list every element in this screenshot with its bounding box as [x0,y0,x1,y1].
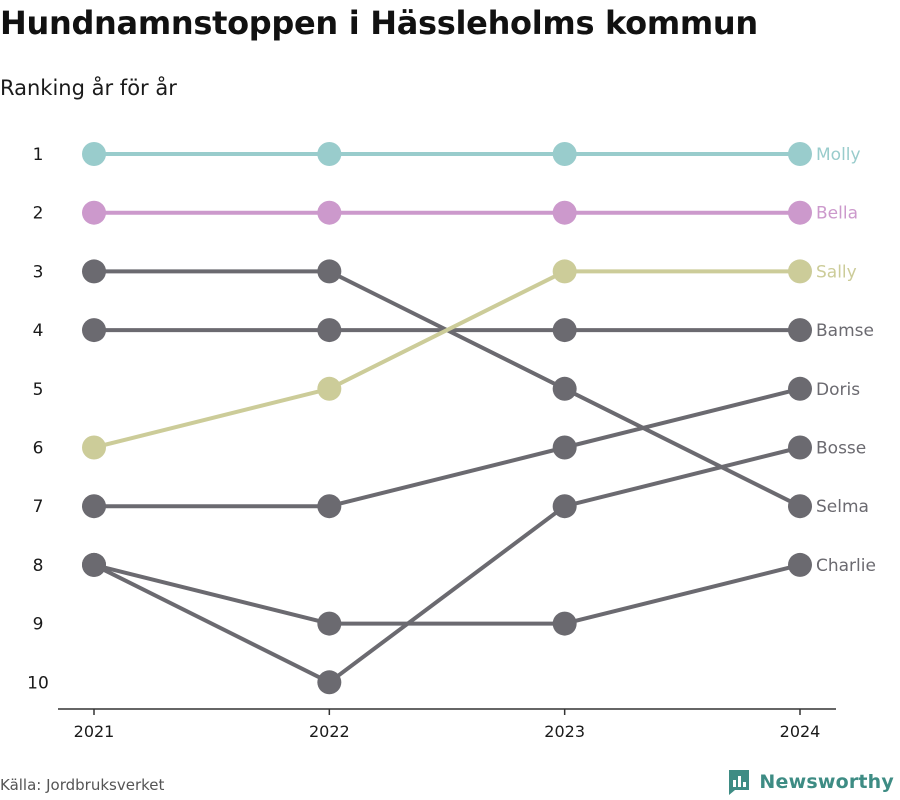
source-note: Källa: Jordbruksverket [0,776,165,794]
point-bella-2022 [317,200,342,225]
series-label-bella: Bella [816,204,858,224]
x-axis: 2021 2022 2023 2024 [58,708,836,741]
point-selma-2024 [788,494,812,519]
point-charlie-2023 [552,611,577,636]
point-doris-2021 [82,494,106,519]
y-tick-label: 7 [33,497,44,517]
y-tick-labels: 1 2 3 4 5 6 7 8 9 10 [27,145,49,693]
point-sally-2024 [788,259,812,284]
point-selma-2023 [552,376,577,401]
point-sally-2023 [552,259,577,284]
point-bamse-2022 [317,318,342,343]
y-tick-label: 3 [33,262,44,282]
point-bella-2023 [552,200,577,225]
series-label-bamse: Bamse [816,321,874,341]
point-bosse-2022 [317,670,342,695]
brand-name: Newsworthy [759,771,894,793]
series-label-sally: Sally [816,262,857,282]
point-doris-2024 [788,376,812,401]
point-bamse-2024 [788,318,812,343]
point-bella-2024 [788,200,812,225]
point-charlie-2022 [317,611,342,636]
point-bamse-2021 [82,318,106,343]
chart-title: Hundnamnstoppen i Hässleholms kommun [0,4,758,42]
series-line-doris [92,386,802,509]
point-charlie-2024 [788,552,812,577]
point-charlie-2021 [82,552,106,577]
point-sally-2021 [82,435,106,460]
x-tick-label: 2022 [309,722,350,741]
x-tick-label: 2021 [74,722,115,741]
newsworthy-icon [729,770,750,795]
point-doris-2022 [317,494,342,519]
point-molly-2023 [552,142,577,166]
chart-subtitle: Ranking år för år [0,76,177,100]
y-tick-label: 10 [27,673,49,693]
series-label-doris: Doris [816,380,860,400]
y-tick-label: 9 [33,615,44,635]
point-bella-2021 [82,200,106,225]
point-doris-2023 [552,435,577,460]
series-label-molly: Molly [816,145,861,165]
series-line-charlie [92,562,802,626]
point-sally-2022 [317,376,342,401]
point-bosse-2024 [788,435,812,460]
series-label-selma: Selma [816,497,869,517]
series-label-bosse: Bosse [816,439,866,459]
series-label-charlie: Charlie [816,556,876,576]
y-tick-label: 8 [33,556,44,576]
y-tick-label: 5 [33,380,44,400]
y-tick-label: 6 [33,439,44,459]
point-bosse-2023 [552,494,577,519]
y-tick-label: 4 [33,321,44,341]
point-molly-2021 [82,142,106,166]
point-molly-2024 [788,142,812,166]
series-points [82,142,812,695]
point-bamse-2023 [552,318,577,343]
y-tick-label: 2 [33,204,44,224]
series-end-labels: Selma Bamse Doris Bosse Charlie Sally Bella Mol… [816,145,876,576]
point-selma-2021 [82,259,106,284]
series-lines [92,152,802,685]
series-line-selma [92,269,802,509]
newsworthy-logo: Newsworthy [727,768,894,796]
series-line-bosse [92,445,802,685]
point-molly-2022 [317,142,342,166]
x-tick-label: 2024 [780,722,821,741]
series-line-sally [92,269,802,450]
point-selma-2022 [317,259,342,284]
y-tick-label: 1 [33,145,44,165]
x-tick-label: 2023 [544,722,585,741]
